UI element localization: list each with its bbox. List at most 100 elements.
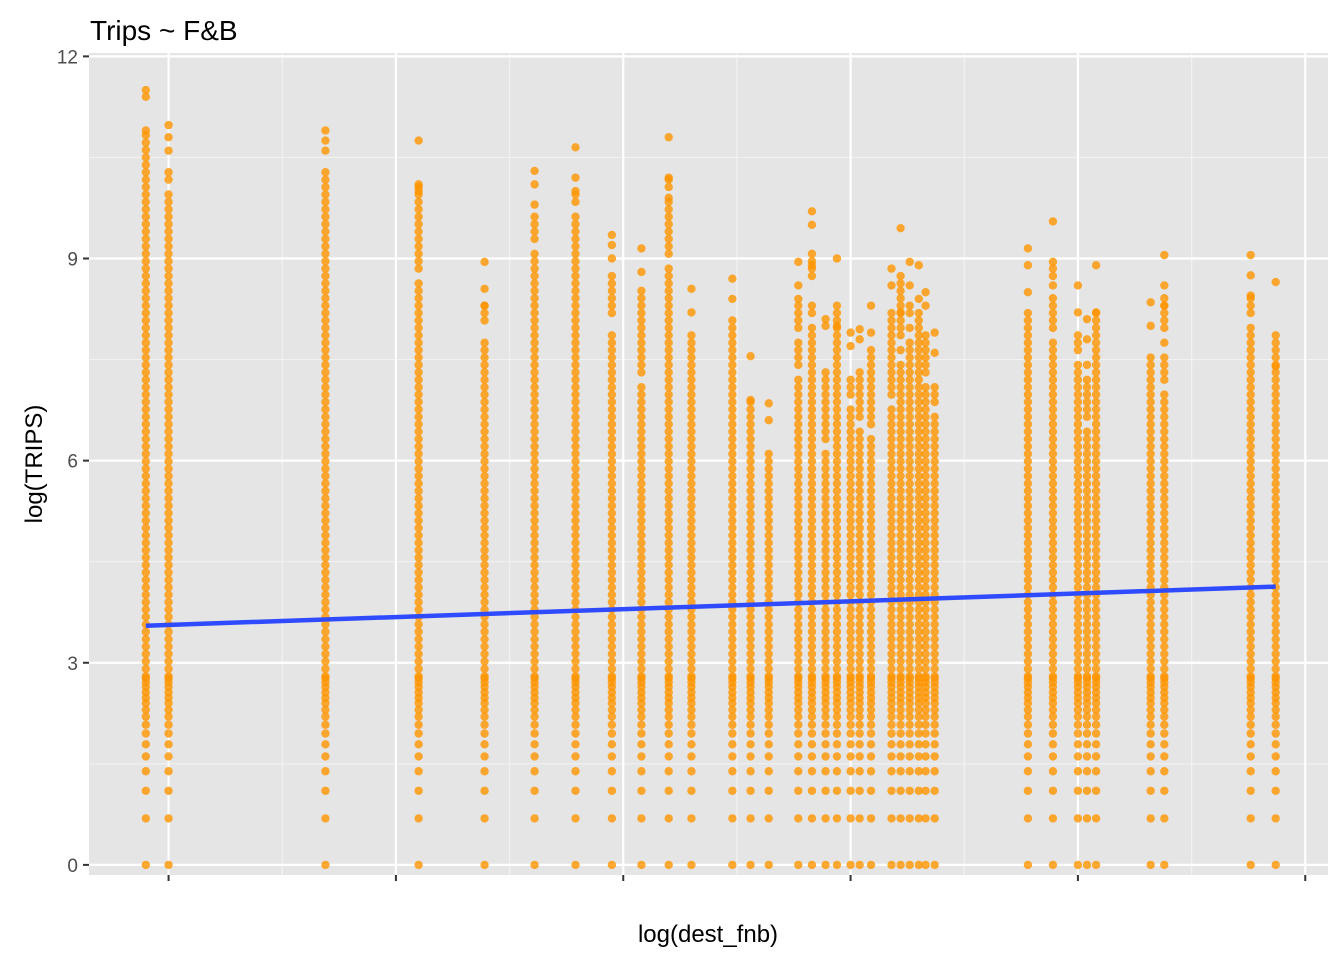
data-point	[607, 568, 617, 577]
data-point	[728, 345, 737, 355]
data-point	[866, 767, 876, 776]
data-point	[1271, 720, 1280, 729]
data-point	[141, 168, 151, 177]
data-point	[687, 494, 696, 503]
data-point	[1146, 531, 1155, 540]
data-point	[321, 712, 330, 721]
data-point	[832, 449, 842, 459]
data-point	[1271, 560, 1280, 570]
data-point	[571, 294, 580, 303]
data-point	[1023, 501, 1033, 510]
data-point	[855, 449, 864, 459]
data-point	[321, 382, 330, 392]
data-point	[855, 390, 864, 399]
data-point	[866, 752, 876, 761]
data-point	[794, 642, 803, 651]
data-point	[664, 627, 673, 636]
data-point	[1271, 397, 1280, 407]
data-point	[1160, 575, 1169, 585]
data-point	[887, 494, 896, 503]
data-point	[530, 308, 539, 318]
data-point	[414, 786, 423, 795]
data-point	[480, 740, 489, 749]
data-point	[921, 405, 930, 414]
data-point	[1091, 720, 1101, 729]
data-point	[164, 331, 173, 340]
data-point	[832, 664, 842, 674]
data-point	[141, 353, 151, 362]
data-point	[855, 531, 864, 540]
data-point	[607, 449, 617, 459]
data-point	[480, 457, 489, 466]
data-point	[807, 672, 817, 681]
data-point	[1160, 420, 1169, 429]
data-point	[530, 720, 539, 729]
data-point	[746, 395, 755, 405]
data-point	[1082, 729, 1092, 738]
data-point	[141, 486, 151, 496]
data-point	[1023, 412, 1033, 422]
data-point	[1073, 740, 1083, 749]
data-point	[1073, 860, 1083, 870]
data-point	[905, 345, 914, 355]
data-point	[687, 612, 696, 622]
data-point	[855, 786, 864, 795]
data-point	[846, 531, 855, 540]
data-point	[1246, 523, 1255, 533]
data-point	[1246, 434, 1255, 444]
data-point	[1048, 264, 1058, 273]
data-point	[1271, 471, 1280, 481]
data-point	[821, 620, 830, 629]
data-point	[664, 227, 673, 236]
data-point	[832, 546, 842, 555]
data-point	[728, 294, 737, 304]
data-point	[930, 494, 939, 503]
data-point	[846, 705, 855, 715]
data-point	[1146, 634, 1155, 644]
data-point	[1023, 331, 1033, 340]
data-point	[530, 620, 539, 629]
data-point	[1246, 634, 1255, 644]
data-point	[887, 612, 896, 622]
data-point	[746, 642, 755, 651]
data-point	[1073, 471, 1083, 481]
data-point	[1271, 634, 1280, 644]
data-point	[530, 457, 539, 466]
data-point	[571, 752, 580, 761]
data-point	[887, 486, 896, 496]
data-point	[414, 860, 423, 870]
data-point	[896, 657, 905, 666]
data-point	[480, 449, 489, 459]
data-point	[855, 657, 864, 666]
data-point	[571, 729, 580, 738]
data-point	[855, 397, 864, 407]
data-point	[141, 85, 151, 95]
data-point	[607, 368, 617, 377]
data-point	[687, 353, 696, 362]
data-point	[821, 605, 830, 614]
data-point	[930, 457, 939, 466]
data-point	[1146, 752, 1155, 761]
data-point	[607, 254, 617, 263]
data-point	[1023, 786, 1033, 795]
data-point	[1048, 516, 1058, 525]
data-point	[728, 634, 737, 644]
data-point	[1048, 605, 1058, 614]
data-point	[1271, 375, 1280, 384]
data-point	[141, 175, 151, 184]
data-point	[637, 397, 646, 407]
data-point	[807, 634, 817, 644]
data-point	[530, 227, 539, 236]
data-point	[794, 323, 803, 333]
data-point	[866, 508, 876, 518]
data-point	[921, 501, 930, 510]
data-point	[728, 457, 737, 466]
data-point	[866, 553, 876, 562]
data-point	[794, 620, 803, 629]
data-point	[1091, 553, 1101, 562]
data-point	[832, 486, 842, 496]
data-point	[164, 720, 173, 729]
data-point	[571, 308, 580, 318]
data-point	[1160, 597, 1169, 607]
data-point	[905, 281, 914, 290]
